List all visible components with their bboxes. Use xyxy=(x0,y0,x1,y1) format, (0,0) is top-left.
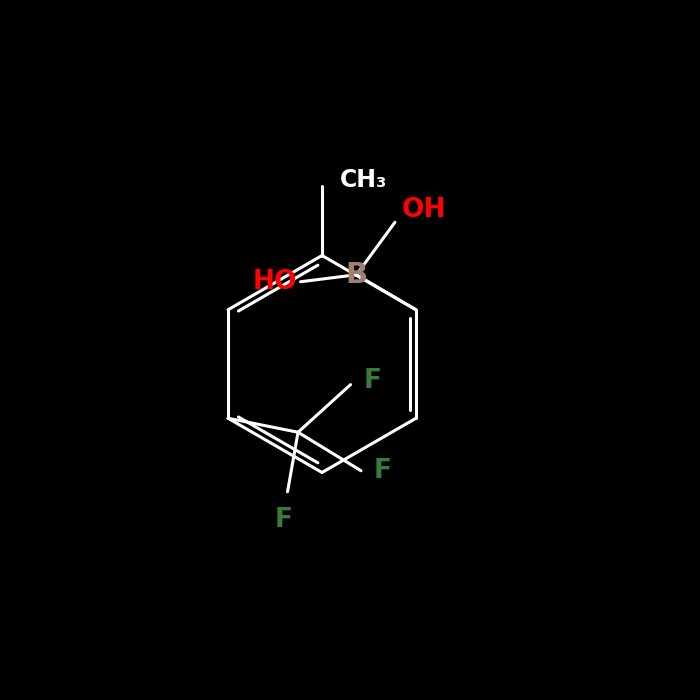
Text: F: F xyxy=(374,458,391,484)
Text: CH₃: CH₃ xyxy=(340,168,387,192)
Text: F: F xyxy=(275,508,293,533)
Text: OH: OH xyxy=(402,197,447,223)
Text: F: F xyxy=(363,368,381,394)
Text: HO: HO xyxy=(253,269,297,295)
Text: B: B xyxy=(345,261,368,288)
